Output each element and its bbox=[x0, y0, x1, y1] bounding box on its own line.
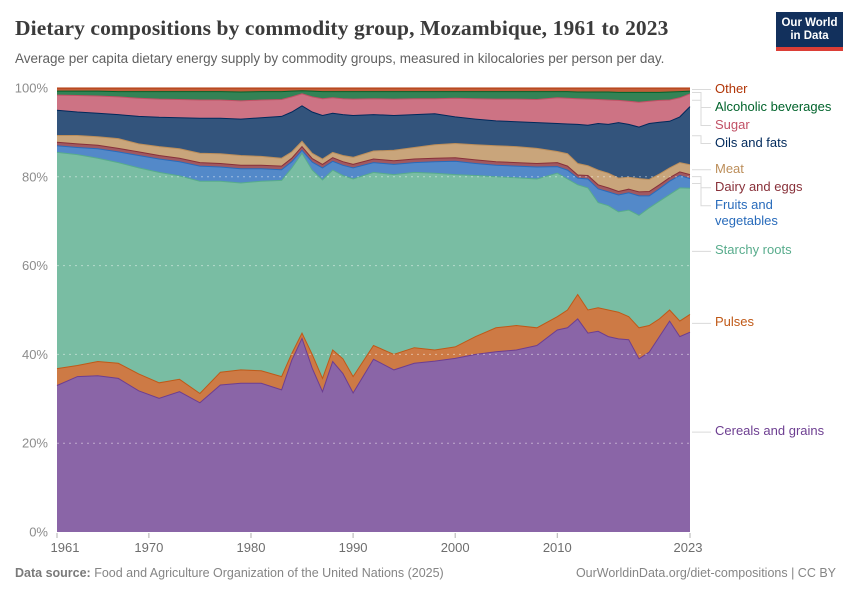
legend-connector bbox=[692, 135, 711, 145]
area-edge-meat bbox=[57, 135, 691, 181]
area-cereals-and-grains[interactable] bbox=[57, 318, 690, 532]
area-edge-dairy-and-eggs bbox=[56, 141, 691, 193]
area-pulses[interactable] bbox=[57, 294, 690, 403]
legend-item-other[interactable]: Other bbox=[715, 80, 748, 96]
x-axis-tick-label: 2000 bbox=[441, 540, 470, 555]
data-source-note: Data source: Food and Agriculture Organi… bbox=[15, 566, 444, 580]
owid-logo-box: Our World in Data bbox=[776, 12, 843, 47]
area-oils-and-fats[interactable] bbox=[57, 105, 690, 180]
area-starchy-roots[interactable] bbox=[57, 152, 690, 394]
area-edge-fruits-and-vegetables bbox=[56, 145, 691, 197]
y-axis-tick-label: 20% bbox=[22, 436, 48, 451]
y-axis-tick-label: 40% bbox=[22, 347, 48, 362]
legend-item-oils-and-fats[interactable]: Oils and fats bbox=[715, 134, 788, 150]
owid-logo-red-bar bbox=[776, 47, 843, 51]
legend-item-fruits-and-vegetables[interactable]: Fruits and vegetables bbox=[715, 196, 778, 228]
y-axis-tick-label: 0% bbox=[29, 525, 48, 540]
owid-logo-line1: Our World bbox=[781, 16, 838, 29]
footer-link[interactable]: OurWorldinData.org/diet-compositions | C… bbox=[575, 566, 836, 580]
page-title: Dietary compositions by commodity group,… bbox=[15, 16, 669, 40]
y-axis-tick-label: 60% bbox=[22, 258, 48, 273]
legend-item-dairy-and-eggs[interactable]: Dairy and eggs bbox=[715, 178, 803, 194]
y-axis-tick-label: 100% bbox=[15, 81, 49, 96]
data-source-label: Data source: bbox=[15, 566, 91, 580]
area-sugar[interactable] bbox=[57, 93, 690, 128]
x-axis-tick-label: 1961 bbox=[51, 540, 80, 555]
area-meat[interactable] bbox=[57, 135, 690, 192]
area-edge-alcoholic-beverages bbox=[57, 90, 691, 93]
area-edge-pulses bbox=[56, 293, 691, 395]
x-axis-tick-label: 1980 bbox=[237, 540, 266, 555]
legend-item-meat[interactable]: Meat bbox=[715, 160, 744, 176]
area-edge-starchy-roots bbox=[56, 151, 691, 216]
area-dairy-and-eggs[interactable] bbox=[57, 142, 690, 196]
x-axis-tick-label: 2010 bbox=[543, 540, 572, 555]
area-edge-sugar bbox=[56, 93, 691, 103]
x-axis-tick-label: 2023 bbox=[674, 540, 703, 555]
legend-item-starchy-roots[interactable]: Starchy roots bbox=[715, 242, 792, 258]
legend-item-alcoholic-beverages[interactable]: Alcoholic beverages bbox=[715, 98, 832, 114]
owid-logo-line2: in Data bbox=[790, 29, 829, 42]
legend-connector bbox=[692, 182, 711, 207]
legend-item-cereals-and-grains[interactable]: Cereals and grains bbox=[715, 423, 825, 439]
x-axis-tick-label: 1990 bbox=[339, 540, 368, 555]
area-edge-cereals-and-grains bbox=[56, 318, 691, 404]
legend-item-sugar[interactable]: Sugar bbox=[715, 116, 750, 132]
chart-subtitle: Average per capita dietary energy supply… bbox=[15, 51, 665, 66]
chart-footer: Data source: Food and Agriculture Organi… bbox=[0, 563, 850, 587]
area-edge-oils-and-fats bbox=[56, 105, 691, 128]
legend-connector bbox=[692, 176, 711, 189]
legend-item-pulses[interactable]: Pulses bbox=[715, 314, 755, 330]
x-axis-tick-label: 1970 bbox=[134, 540, 163, 555]
legend-connector bbox=[692, 99, 711, 127]
data-source-text: Food and Agriculture Organization of the… bbox=[90, 566, 444, 580]
y-axis-tick-label: 80% bbox=[22, 169, 48, 184]
owid-logo[interactable]: Our World in Data bbox=[776, 12, 843, 51]
